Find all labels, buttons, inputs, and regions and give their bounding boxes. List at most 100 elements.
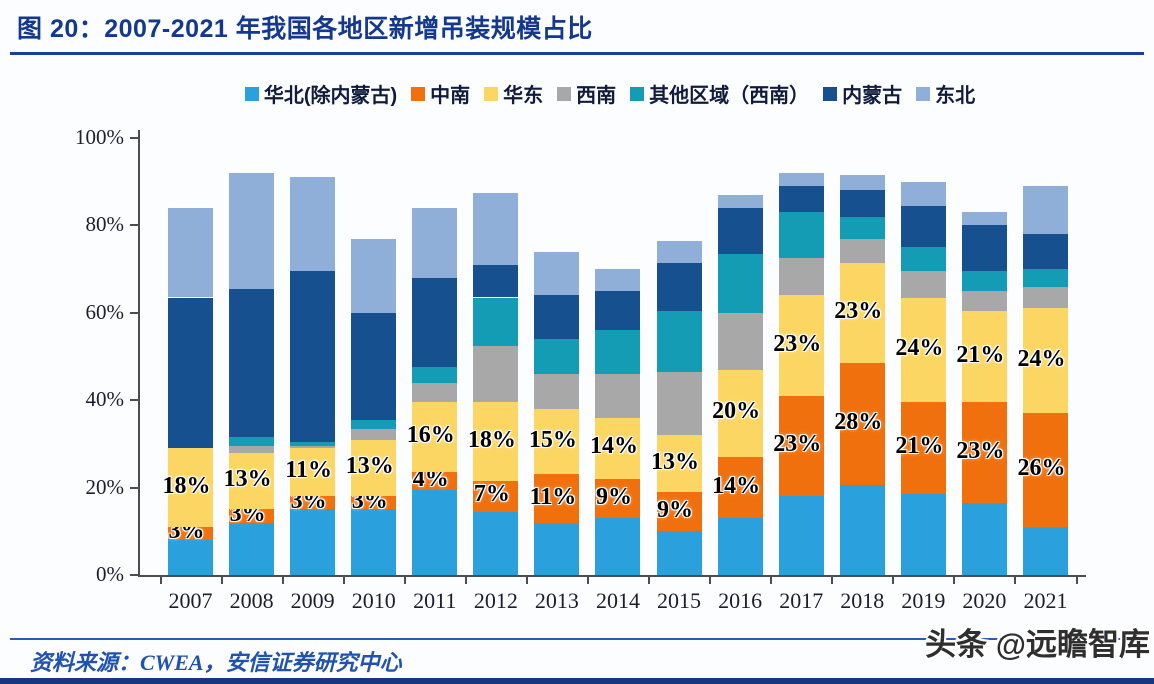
x-axis-label: 2012 [473,588,518,613]
bar-segment [229,509,275,523]
bottom-border-bar [0,678,1154,684]
bar-segment [717,253,763,313]
bar-segment [839,190,885,217]
bar-segment [595,518,641,575]
bar-segment [168,297,213,449]
x-axis-tick [1075,577,1078,584]
bar-segment [900,247,946,272]
y-axis-label: 0% [96,562,124,586]
bar-segment [229,446,275,453]
bar-segment [595,330,641,374]
data-label: 7% [473,481,510,508]
legend-swatch [484,86,499,101]
bar-segment [778,172,824,187]
legend-item: 内蒙古 [823,79,902,108]
bar-segment [473,192,519,265]
bar-segment [290,446,336,449]
bar-segment [961,271,1007,291]
bar-segment [412,402,458,473]
bar-segment [290,177,336,272]
chart-legend: 华北(除内蒙古) 中南 华东 西南 其他区域（西南） 内蒙古 东北 [120,79,1100,108]
bar-segment [900,402,946,495]
legend-item: 其他区域（西南） [630,79,809,108]
data-label: 24% [1017,345,1066,372]
bar-segment [290,509,336,575]
bar-segment [229,288,275,438]
data-label: 20% [712,398,761,425]
bar-segment [473,297,519,346]
data-label: 23% [956,437,1005,464]
bar-segment [229,172,275,289]
bar-segment [290,441,336,447]
x-axis-label: 2014 [595,588,640,613]
data-label: 9% [595,483,632,510]
bar-segment [839,216,885,239]
x-axis-label: 2020 [962,588,1007,613]
bar-segment [351,312,397,420]
bar-segment [961,402,1007,503]
y-axis-tick [130,399,138,402]
bar-segment [656,240,702,263]
bar-segment [961,502,1007,575]
x-axis-tick [525,577,528,584]
bar-segment [778,212,824,259]
bar-segment [595,269,641,291]
bar-segment [595,373,641,418]
x-axis-line [138,575,1086,577]
x-axis-label: 2018 [840,588,885,613]
legend-label: 其他区域（西南） [649,85,810,107]
x-axis-label: 2007 [168,588,213,613]
bar-segment [900,271,946,298]
bar-segment [168,526,213,541]
legend-label: 西南 [576,85,617,107]
x-axis-label: 2019 [901,588,946,613]
bar-segment [351,439,397,497]
bar-segment [656,491,702,532]
bar-segment [839,485,885,575]
bar-segment [1022,526,1068,575]
data-label: 18% [467,426,516,453]
bar-segment [534,408,580,475]
legend-swatch [823,86,838,101]
bar-segment [900,494,946,575]
bar-segment [778,186,824,213]
x-axis-tick [892,577,895,584]
bar-segment [412,472,458,490]
data-label: 26% [1017,455,1066,482]
x-axis-tick [770,577,773,584]
bar-segment [717,312,763,370]
bar-segment [717,518,763,575]
bar-segment [473,264,519,298]
bar-segment [473,345,519,403]
x-axis-tick [1014,577,1017,584]
bar-segment [717,207,763,254]
x-axis-tick [403,577,406,584]
data-label: 24% [895,334,944,361]
data-label: 21% [895,433,944,460]
source-note: 资料来源：CWEA，安信证券研究中心 [30,650,402,675]
bar-segment [595,478,641,519]
legend-swatch [557,86,572,101]
bar-segment [595,417,641,479]
data-label: 23% [834,297,883,324]
y-axis-label: 80% [85,212,125,237]
bar-segment [473,511,519,575]
bar-segment [168,207,213,298]
bar-segment [534,295,580,339]
bar-segment [839,363,885,486]
x-axis-tick [342,577,345,584]
legend-label: 东北 [935,85,976,107]
bar-segment [717,457,763,519]
bar-segment [412,382,458,403]
data-label: 13% [223,466,272,493]
bar-segment [351,419,397,429]
bar-segment [839,238,885,263]
y-axis-tick [130,137,138,139]
legend-item: 华北(除内蒙古) [244,79,397,108]
legend-swatch [630,86,645,101]
y-axis-line [138,130,140,577]
bar-segment [900,205,946,248]
bar-segment [229,522,275,575]
x-axis-label: 2011 [413,588,457,613]
bar-segment [412,277,458,368]
